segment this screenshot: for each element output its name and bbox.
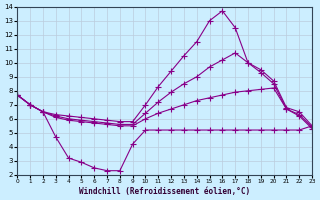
X-axis label: Windchill (Refroidissement éolien,°C): Windchill (Refroidissement éolien,°C) [79, 187, 250, 196]
